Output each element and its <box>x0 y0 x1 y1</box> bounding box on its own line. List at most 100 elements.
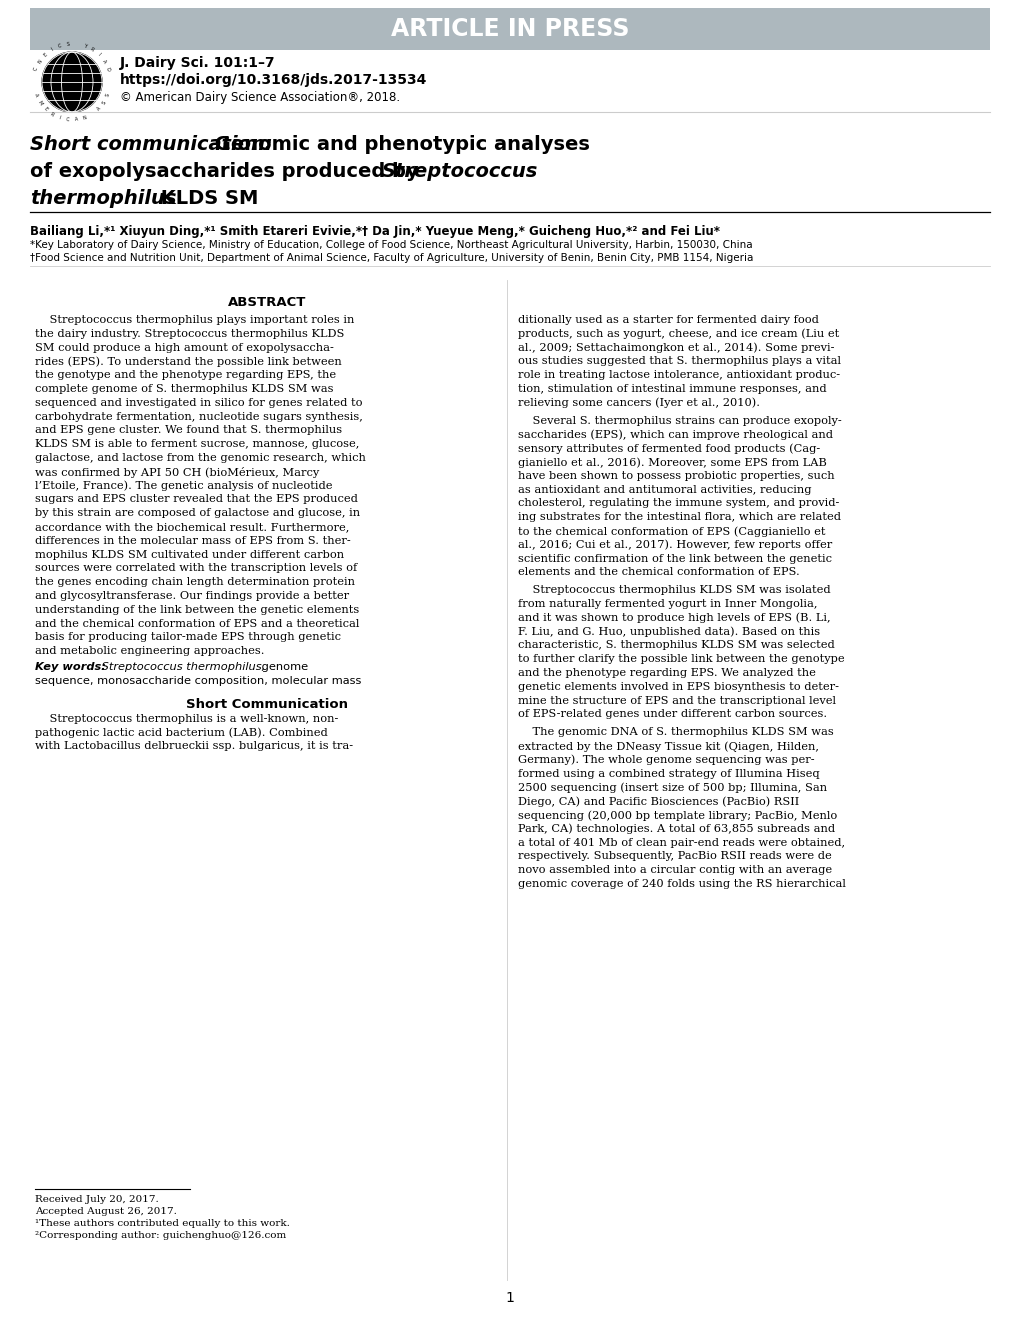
Text: A: A <box>101 58 107 65</box>
Text: Streptococcus thermophilus,: Streptococcus thermophilus, <box>98 663 265 672</box>
Text: sugars and EPS cluster revealed that the EPS produced: sugars and EPS cluster revealed that the… <box>35 495 358 504</box>
Text: Germany). The whole genome sequencing was per-: Germany). The whole genome sequencing wa… <box>518 755 814 766</box>
Text: differences in the molecular mass of EPS from S. ther-: differences in the molecular mass of EPS… <box>35 536 351 545</box>
Text: galactose, and lactose from the genomic research, which: galactose, and lactose from the genomic … <box>35 453 366 463</box>
Text: rides (EPS). To understand the possible link between: rides (EPS). To understand the possible … <box>35 356 341 367</box>
Text: SM could produce a high amount of exopolysaccha-: SM could produce a high amount of exopol… <box>35 343 333 352</box>
Text: as antioxidant and antitumoral activities, reducing: as antioxidant and antitumoral activitie… <box>518 484 811 495</box>
Text: Streptococcus: Streptococcus <box>382 162 538 181</box>
Text: l’Etoile, France). The genetic analysis of nucleotide: l’Etoile, France). The genetic analysis … <box>35 480 332 491</box>
Text: to the chemical conformation of EPS (Caggianiello et: to the chemical conformation of EPS (Cag… <box>518 525 824 536</box>
Text: ABSTRACT: ABSTRACT <box>228 296 307 309</box>
Text: the genotype and the phenotype regarding EPS, the: the genotype and the phenotype regarding… <box>35 370 336 380</box>
Text: R: R <box>90 46 95 53</box>
Text: Bailiang Li,*¹ Xiuyun Ding,*¹ Smith Etareri Evivie,*† Da Jin,* Yueyue Meng,* Gui: Bailiang Li,*¹ Xiuyun Ding,*¹ Smith Etar… <box>30 224 719 238</box>
Text: S: S <box>66 41 69 48</box>
Text: Short communication:: Short communication: <box>30 135 272 154</box>
Text: and the phenotype regarding EPS. We analyzed the: and the phenotype regarding EPS. We anal… <box>518 668 815 678</box>
Text: E: E <box>43 51 48 58</box>
Text: understanding of the link between the genetic elements: understanding of the link between the ge… <box>35 605 359 615</box>
Text: KLDS SM is able to ferment sucrose, mannose, glucose,: KLDS SM is able to ferment sucrose, mann… <box>35 440 359 449</box>
Text: tion, stimulation of intestinal immune responses, and: tion, stimulation of intestinal immune r… <box>518 384 825 393</box>
Text: Several S. thermophilus strains can produce exopoly-: Several S. thermophilus strains can prod… <box>518 416 841 425</box>
Text: carbohydrate fermentation, nucleotide sugars synthesis,: carbohydrate fermentation, nucleotide su… <box>35 412 363 421</box>
Text: N: N <box>82 115 87 121</box>
Text: and metabolic engineering approaches.: and metabolic engineering approaches. <box>35 647 264 656</box>
Text: and the chemical conformation of EPS and a theoretical: and the chemical conformation of EPS and… <box>35 619 359 628</box>
Text: of exopolysaccharides produced by: of exopolysaccharides produced by <box>30 162 425 181</box>
Text: basis for producing tailor-made EPS through genetic: basis for producing tailor-made EPS thro… <box>35 632 340 643</box>
Text: respectively. Subsequently, PacBio RSII reads were de: respectively. Subsequently, PacBio RSII … <box>518 851 830 862</box>
Text: N: N <box>37 58 43 65</box>
Text: sequencing (20,000 bp template library; PacBio, Menlo: sequencing (20,000 bp template library; … <box>518 810 837 821</box>
Text: sequence, monosaccharide composition, molecular mass: sequence, monosaccharide composition, mo… <box>35 676 361 686</box>
Circle shape <box>42 51 102 112</box>
Text: extracted by the DNeasy Tissue kit (Qiagen, Hilden,: extracted by the DNeasy Tissue kit (Qiag… <box>518 741 818 751</box>
Text: from naturally fermented yogurt in Inner Mongolia,: from naturally fermented yogurt in Inner… <box>518 599 816 609</box>
Text: relieving some cancers (Iyer et al., 2010).: relieving some cancers (Iyer et al., 201… <box>518 397 759 408</box>
Text: ¹These authors contributed equally to this work.: ¹These authors contributed equally to th… <box>35 1218 289 1228</box>
Text: gianiello et al., 2016). Moreover, some EPS from LAB: gianiello et al., 2016). Moreover, some … <box>518 457 826 467</box>
Text: I: I <box>50 48 54 53</box>
Text: pathogenic lactic acid bacterium (LAB). Combined: pathogenic lactic acid bacterium (LAB). … <box>35 727 327 738</box>
Text: Short Communication: Short Communication <box>186 698 348 710</box>
Text: sequenced and investigated in silico for genes related to: sequenced and investigated in silico for… <box>35 397 362 408</box>
Text: products, such as yogurt, cheese, and ice cream (Liu et: products, such as yogurt, cheese, and ic… <box>518 329 839 339</box>
Text: Streptococcus thermophilus KLDS SM was isolated: Streptococcus thermophilus KLDS SM was i… <box>518 585 829 595</box>
Text: mophilus KLDS SM cultivated under different carbon: mophilus KLDS SM cultivated under differ… <box>35 549 343 560</box>
Bar <box>30 8 989 50</box>
Text: Y: Y <box>83 44 87 49</box>
Text: elements and the chemical conformation of EPS.: elements and the chemical conformation o… <box>518 568 799 577</box>
Text: with Lactobacillus delbrueckii ssp. bulgaricus, it is tra-: with Lactobacillus delbrueckii ssp. bulg… <box>35 742 353 751</box>
Text: Streptococcus thermophilus plays important roles in: Streptococcus thermophilus plays importa… <box>35 315 354 325</box>
Text: formed using a combined strategy of Illumina Hiseq: formed using a combined strategy of Illu… <box>518 768 819 779</box>
Text: role in treating lactose intolerance, antioxidant produc-: role in treating lactose intolerance, an… <box>518 370 840 380</box>
Text: J. Dairy Sci. 101:1–7: J. Dairy Sci. 101:1–7 <box>120 55 275 70</box>
Text: C: C <box>57 44 62 49</box>
Text: †Food Science and Nutrition Unit, Department of Animal Science, Faculty of Agric: †Food Science and Nutrition Unit, Depart… <box>30 253 753 263</box>
Text: was confirmed by API 50 CH (bioMérieux, Marcy: was confirmed by API 50 CH (bioMérieux, … <box>35 467 319 478</box>
Text: https://doi.org/10.3168/jds.2017-13534: https://doi.org/10.3168/jds.2017-13534 <box>120 73 427 87</box>
Text: and it was shown to produce high levels of EPS (B. Li,: and it was shown to produce high levels … <box>518 612 829 623</box>
Text: C: C <box>34 66 39 71</box>
Text: Received July 20, 2017.: Received July 20, 2017. <box>35 1195 159 1204</box>
Text: to further clarify the possible link between the genotype: to further clarify the possible link bet… <box>518 655 844 664</box>
Text: the dairy industry. Streptococcus thermophilus KLDS: the dairy industry. Streptococcus thermo… <box>35 329 344 339</box>
Text: mine the structure of EPS and the transcriptional level: mine the structure of EPS and the transc… <box>518 696 836 706</box>
Text: A: A <box>74 117 78 123</box>
Text: genetic elements involved in EPS biosynthesis to deter-: genetic elements involved in EPS biosynt… <box>518 682 839 692</box>
Text: ditionally used as a starter for fermented dairy food: ditionally used as a starter for ferment… <box>518 315 818 325</box>
Text: ing substrates for the intestinal flora, which are related: ing substrates for the intestinal flora,… <box>518 512 841 523</box>
Text: complete genome of S. thermophilus KLDS SM was: complete genome of S. thermophilus KLDS … <box>35 384 333 393</box>
Text: cholesterol, regulating the immune system, and provid-: cholesterol, regulating the immune syste… <box>518 499 839 508</box>
Text: ARTICLE IN PRESS: ARTICLE IN PRESS <box>390 17 629 41</box>
Text: Genomic and phenotypic analyses: Genomic and phenotypic analyses <box>208 135 589 154</box>
Text: scientific confirmation of the link between the genetic: scientific confirmation of the link betw… <box>518 553 832 564</box>
Text: © American Dairy Science Association®, 2018.: © American Dairy Science Association®, 2… <box>120 91 399 104</box>
Text: genome: genome <box>258 663 308 672</box>
Text: and EPS gene cluster. We found that S. thermophilus: and EPS gene cluster. We found that S. t… <box>35 425 341 436</box>
Text: M: M <box>37 99 43 106</box>
Text: Key words:: Key words: <box>35 663 106 672</box>
Text: D: D <box>105 66 111 71</box>
Text: a total of 401 Mb of clean pair-end reads were obtained,: a total of 401 Mb of clean pair-end read… <box>518 838 845 847</box>
Text: KLDS SM: KLDS SM <box>154 189 258 209</box>
Text: Diego, CA) and Pacific Biosciences (PacBio) RSII: Diego, CA) and Pacific Biosciences (PacB… <box>518 796 799 807</box>
Text: Park, CA) technologies. A total of 63,855 subreads and: Park, CA) technologies. A total of 63,85… <box>518 824 835 834</box>
Text: A: A <box>34 92 39 98</box>
Text: Streptococcus thermophilus is a well-known, non-: Streptococcus thermophilus is a well-kno… <box>35 714 338 723</box>
Text: C: C <box>66 117 69 123</box>
Text: ous studies suggested that S. thermophilus plays a vital: ous studies suggested that S. thermophil… <box>518 356 841 367</box>
Text: characteristic, S. thermophilus KLDS SM was selected: characteristic, S. thermophilus KLDS SM … <box>518 640 834 651</box>
Text: S: S <box>105 92 110 98</box>
Text: 1: 1 <box>505 1291 514 1305</box>
Text: al., 2009; Settachaimongkon et al., 2014). Some previ-: al., 2009; Settachaimongkon et al., 2014… <box>518 343 834 354</box>
Text: sources were correlated with the transcription levels of: sources were correlated with the transcr… <box>35 564 357 573</box>
Text: thermophilus: thermophilus <box>30 189 176 209</box>
Text: F. Liu, and G. Huo, unpublished data). Based on this: F. Liu, and G. Huo, unpublished data). B… <box>518 627 819 638</box>
Text: saccharides (EPS), which can improve rheological and: saccharides (EPS), which can improve rhe… <box>518 429 833 440</box>
Text: by this strain are composed of galactose and glucose, in: by this strain are composed of galactose… <box>35 508 360 519</box>
Text: A: A <box>96 106 102 112</box>
Text: the genes encoding chain length determination protein: the genes encoding chain length determin… <box>35 577 355 587</box>
Text: genomic coverage of 240 folds using the RS hierarchical: genomic coverage of 240 folds using the … <box>518 879 845 888</box>
